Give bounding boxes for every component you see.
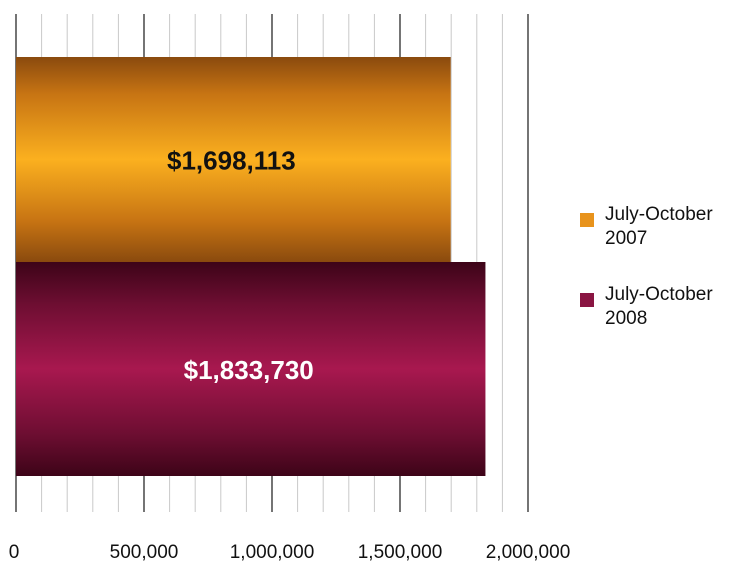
bar-2007 bbox=[16, 57, 451, 262]
legend-swatch-2007 bbox=[580, 213, 594, 227]
legend-swatch-2008 bbox=[580, 293, 594, 307]
x-tick-label: 1,500,000 bbox=[358, 542, 443, 563]
legend-label-2008-line1: July-October bbox=[605, 284, 713, 305]
x-tick-label: 2,000,000 bbox=[486, 542, 571, 563]
bars bbox=[16, 57, 486, 476]
bar-data-labels: $1,698,113 $1,833,730 bbox=[167, 146, 314, 386]
legend-label-2007: July-October 2007 bbox=[605, 203, 741, 251]
bar-data-label-2008: $1,833,730 bbox=[184, 355, 314, 385]
legend-label-2008: July-October 2008 bbox=[605, 283, 741, 331]
x-axis-tick-labels: 0 500,000 1,000,000 1,500,000 2,000,000 bbox=[9, 542, 571, 563]
legend-label-2007-line1: July-October bbox=[605, 204, 713, 225]
x-tick-label: 0 bbox=[9, 542, 20, 563]
legend-label-2007-line2: 2007 bbox=[605, 228, 648, 249]
legend-label-2008-line2: 2008 bbox=[605, 308, 648, 329]
bar-data-label-2007: $1,698,113 bbox=[167, 146, 296, 176]
x-tick-label: 1,000,000 bbox=[230, 542, 315, 563]
x-tick-label: 500,000 bbox=[110, 542, 179, 563]
bar-2008 bbox=[16, 262, 486, 476]
